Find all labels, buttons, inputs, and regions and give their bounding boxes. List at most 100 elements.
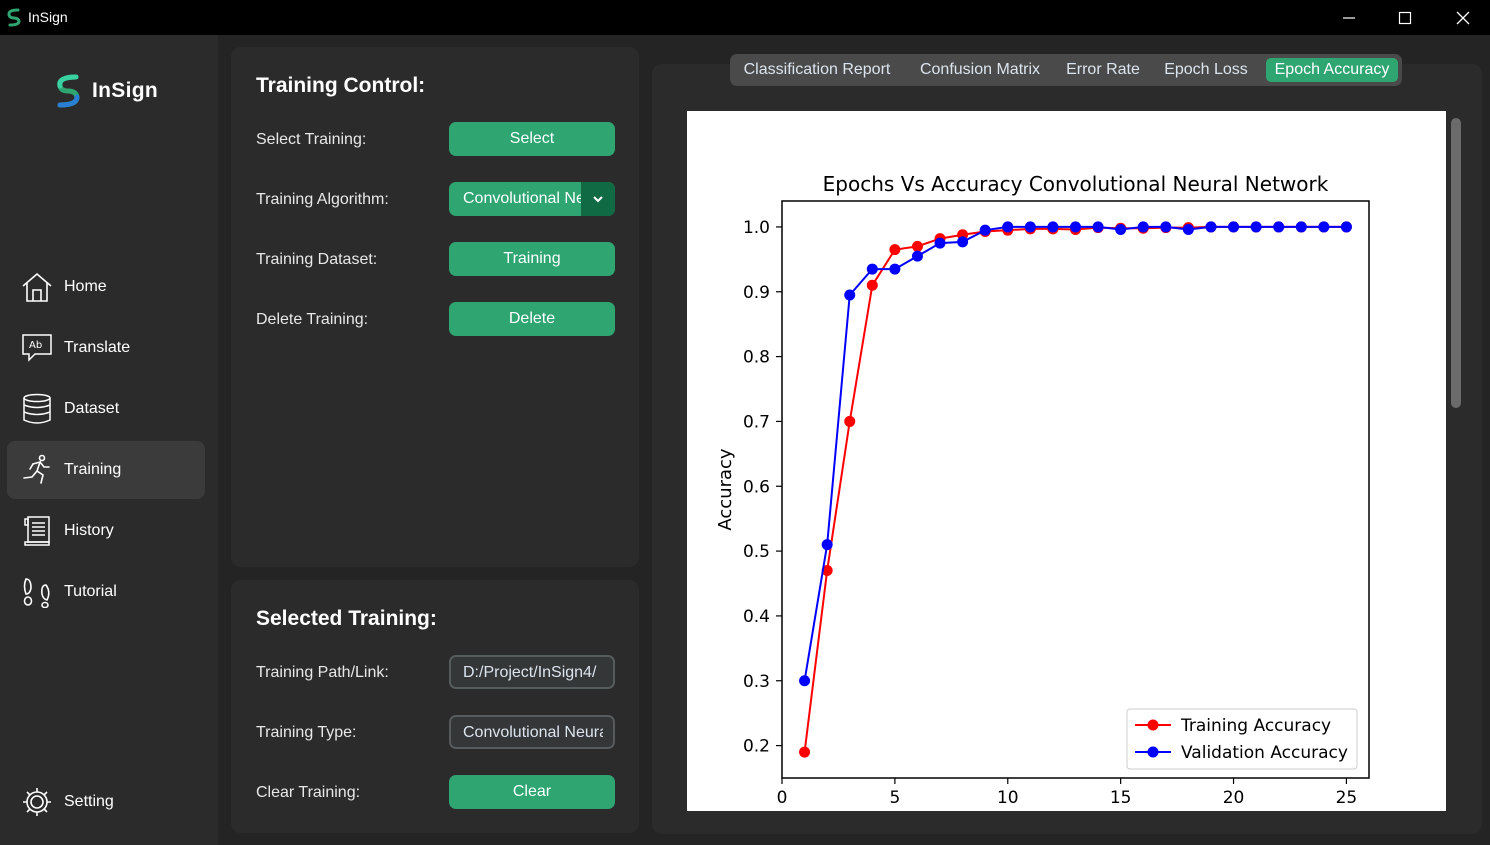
select-training-label: Select Training: (256, 131, 367, 148)
data-point-validation (821, 539, 833, 551)
legend-box (1126, 708, 1358, 770)
clear-training-label: Clear Training: (256, 784, 361, 801)
brand-name: InSign (92, 79, 158, 102)
clear-training-button[interactable]: Clear (449, 775, 615, 809)
close-icon (1456, 11, 1470, 24)
series-line-validation (803, 225, 1347, 681)
chevron-down-icon (593, 196, 603, 203)
training-algorithm-label: Training Algorithm: (256, 191, 389, 208)
tab-epoch-accuracy[interactable]: Epoch Accuracy (1266, 58, 1398, 82)
y-tick-label: 0.2 (743, 737, 770, 757)
sidebar-item-setting[interactable]: Setting (7, 773, 205, 831)
data-point-validation (979, 224, 991, 236)
gear-icon (23, 788, 51, 816)
brand: InSign (52, 73, 158, 109)
data-point-validation (1115, 224, 1127, 236)
chart-scrollbar[interactable] (1451, 118, 1461, 408)
data-point-validation (934, 237, 946, 249)
data-point-validation (911, 250, 923, 262)
legend-marker (1147, 746, 1159, 758)
training-algorithm-value: Convolutional Neural Network (463, 190, 581, 207)
y-axis-label: Accuracy (715, 448, 736, 531)
y-tick-label: 0.5 (743, 542, 770, 562)
data-point-validation (1024, 221, 1036, 233)
data-point-validation (1250, 221, 1262, 233)
minimize-icon (1343, 16, 1355, 19)
data-point-validation (1160, 221, 1172, 233)
selected-training-panel: Selected Training: Training Path/Link: T… (231, 580, 639, 833)
data-point-training (889, 244, 901, 256)
sidebar-item-home[interactable]: Home (7, 258, 205, 316)
data-point-validation (866, 263, 878, 275)
scroll-icon (24, 516, 50, 546)
insign-logo-icon (57, 74, 80, 108)
maximize-icon (1398, 11, 1412, 24)
y-tick-label: 1.0 (743, 218, 770, 238)
training-control-panel: Training Control: Select Training: Selec… (231, 47, 639, 567)
data-point-validation (1228, 221, 1240, 233)
home-icon (22, 272, 52, 302)
sidebar-item-training[interactable]: Training (7, 441, 205, 499)
training-path-field[interactable] (449, 655, 615, 689)
x-tick-label: 5 (889, 788, 900, 808)
insign-logo-icon (7, 8, 21, 27)
y-tick-label: 0.4 (743, 607, 770, 627)
plot-frame (781, 200, 1370, 779)
sidebar-item-tutorial[interactable]: Tutorial (7, 563, 205, 621)
data-point-validation (1002, 221, 1014, 233)
title-bar: InSign (0, 0, 1490, 35)
sidebar-item-label: History (64, 522, 114, 539)
data-point-validation (1092, 221, 1104, 233)
x-tick-label: 10 (997, 788, 1019, 808)
tab-error-rate[interactable]: Error Rate (1066, 61, 1140, 78)
series-line-training (803, 225, 1347, 753)
translate-icon: Ab (22, 334, 52, 362)
sidebar: InSign Home Ab Translate Dataset Trainin… (0, 35, 218, 845)
tab-confusion-matrix[interactable]: Confusion Matrix (919, 61, 1041, 78)
delete-training-button[interactable]: Delete (449, 302, 615, 336)
panel-title: Selected Training: (256, 607, 437, 630)
tab-epoch-loss[interactable]: Epoch Loss (1164, 61, 1248, 78)
training-path-label: Training Path/Link: (256, 664, 389, 681)
training-dataset-button[interactable]: Training (449, 242, 615, 276)
maximize-button[interactable] (1376, 0, 1434, 35)
data-point-validation (1047, 221, 1059, 233)
sidebar-item-translate[interactable]: Ab Translate (7, 319, 205, 377)
data-point-training (821, 565, 833, 577)
x-tick-label: 15 (1110, 788, 1132, 808)
training-type-input[interactable] (463, 723, 603, 743)
close-button[interactable] (1434, 0, 1490, 35)
chart-title: Epochs Vs Accuracy Convolutional Neural … (823, 172, 1329, 196)
data-point-validation (1205, 221, 1217, 233)
select-training-button[interactable]: Select (449, 122, 615, 156)
sidebar-item-label: Setting (64, 793, 114, 810)
sidebar-item-dataset[interactable]: Dataset (7, 380, 205, 438)
legend-label: Training Accuracy (1180, 716, 1331, 736)
tab-classification-report[interactable]: Classification Report (743, 61, 891, 78)
y-tick-label: 0.6 (743, 477, 770, 497)
data-point-validation (1070, 221, 1081, 233)
data-point-validation (957, 236, 969, 248)
data-point-training (911, 240, 923, 252)
training-algorithm-dropdown[interactable]: Convolutional Neural Network (449, 182, 615, 216)
sidebar-item-history[interactable]: History (7, 502, 205, 560)
footprints-icon (23, 578, 50, 608)
panel-title: Training Control: (256, 74, 426, 97)
y-tick-label: 0.7 (743, 412, 770, 432)
sidebar-item-label: Tutorial (64, 583, 117, 600)
y-tick-label: 0.9 (743, 283, 770, 303)
training-type-field[interactable] (449, 715, 615, 749)
sidebar-item-label: Translate (64, 339, 131, 356)
training-dataset-label: Training Dataset: (256, 251, 378, 268)
accuracy-chart: Epochs Vs Accuracy Convolutional Neural … (715, 172, 1370, 808)
running-icon (23, 454, 50, 484)
legend-marker (1147, 719, 1159, 731)
chart-tabs: Classification Report Confusion Matrix E… (730, 54, 1402, 86)
minimize-button[interactable] (1320, 0, 1378, 35)
sidebar-item-label: Dataset (64, 400, 120, 417)
dropdown-arrow-button[interactable] (581, 182, 615, 216)
data-point-validation (799, 675, 811, 687)
training-path-input[interactable] (463, 663, 603, 683)
delete-training-label: Delete Training: (256, 311, 369, 328)
data-point-training (866, 279, 878, 291)
